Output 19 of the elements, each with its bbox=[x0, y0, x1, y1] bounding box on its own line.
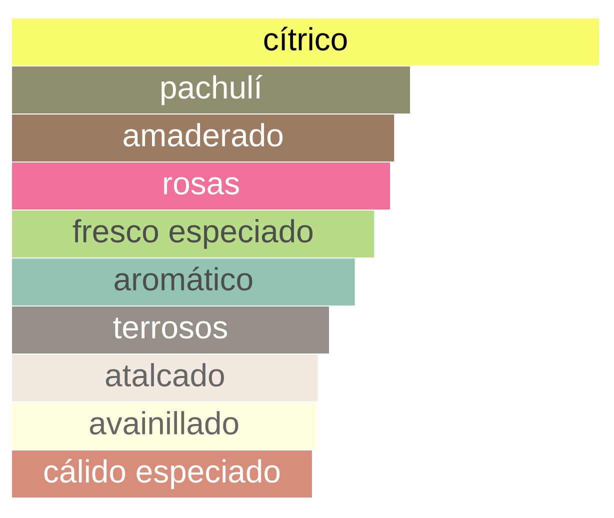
bar bbox=[12, 18, 599, 66]
bar bbox=[12, 258, 355, 306]
y-tick-label: avainillado bbox=[90, 411, 238, 435]
bar bbox=[12, 162, 390, 210]
y-tick-label: terrosos bbox=[113, 318, 228, 339]
y-tick-label: pachulí bbox=[162, 74, 262, 106]
y-tick-label: cálido especiado bbox=[44, 458, 280, 490]
bar bbox=[12, 114, 394, 162]
y-tick-label: aromático bbox=[114, 266, 252, 291]
bar bbox=[12, 354, 318, 402]
y-tick-label: rosas bbox=[164, 177, 239, 195]
bar bbox=[12, 210, 374, 258]
y-tick-label: cítrico bbox=[264, 26, 347, 51]
y-tick-label: fresco especiado bbox=[72, 219, 313, 249]
bar bbox=[12, 306, 329, 354]
y-tick-label: amaderado bbox=[124, 123, 283, 147]
bar bbox=[12, 66, 410, 114]
y-tick-label: atalcado bbox=[106, 363, 224, 387]
bar bbox=[12, 402, 316, 450]
